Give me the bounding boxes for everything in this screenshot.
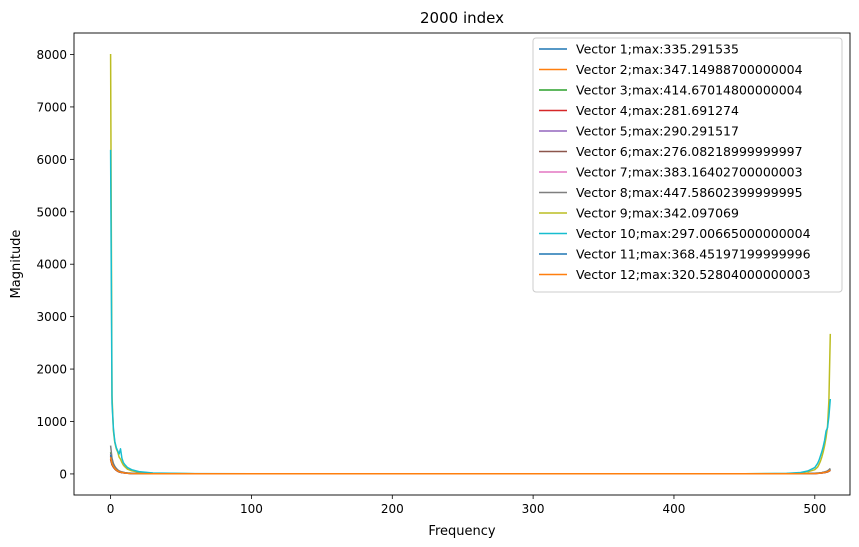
legend: Vector 1;max:335.291535 Vector 2;max:347.…	[532, 37, 843, 293]
legend-box	[532, 37, 843, 293]
legend-entry: Vector 6;max:276.08218999999997	[576, 144, 803, 159]
legend-entry: Vector 7;max:383.16402700000003	[576, 165, 803, 180]
y-tick-label: 8000	[36, 48, 67, 62]
x-tick-label: 300	[522, 502, 545, 516]
legend-entry: Vector 11;max:368.45197199999996	[576, 247, 811, 262]
x-axis-label: Frequency	[428, 524, 495, 539]
legend-entry: Vector 5;max:290.291517	[576, 124, 739, 139]
plot-area	[73, 32, 851, 496]
legend-entry: Vector 12;max:320.52804000000003	[576, 267, 811, 282]
y-tick-label: 4000	[36, 258, 67, 272]
y-axis-label: Magnitude	[9, 230, 24, 299]
legend-entry: Vector 10;max:297.00665000000004	[576, 226, 811, 241]
chart-title: 2000 index	[420, 9, 504, 27]
x-tick-label: 500	[803, 502, 826, 516]
y-axis: 0 1000 2000 3000 4000 5000 6000 7000 8000	[36, 48, 74, 481]
legend-entry: Vector 2;max:347.14988700000004	[576, 62, 803, 77]
legend-entry: Vector 1;max:335.291535	[576, 42, 739, 57]
y-tick-label: 5000	[36, 205, 67, 219]
x-axis: 0 100 200 300 400 500	[107, 495, 826, 516]
series-line-12	[109, 456, 831, 475]
y-tick-label: 3000	[36, 310, 67, 324]
y-tick-label: 1000	[36, 415, 67, 429]
x-tick-label: 100	[240, 502, 263, 516]
legend-entry: Vector 3;max:414.67014800000004	[576, 83, 803, 98]
y-tick-label: 0	[59, 467, 67, 481]
y-tick-label: 2000	[36, 363, 67, 377]
y-tick-label: 7000	[36, 100, 67, 114]
y-tick-label: 6000	[36, 153, 67, 167]
legend-entry: Vector 4;max:281.691274	[576, 103, 739, 118]
series-layer	[109, 53, 832, 475]
legend-entry: Vector 8;max:447.58602399999995	[576, 185, 803, 200]
x-tick-label: 0	[107, 502, 115, 516]
x-tick-label: 200	[381, 502, 404, 516]
legend-entry: Vector 9;max:342.097069	[576, 206, 739, 221]
x-tick-label: 400	[663, 502, 686, 516]
